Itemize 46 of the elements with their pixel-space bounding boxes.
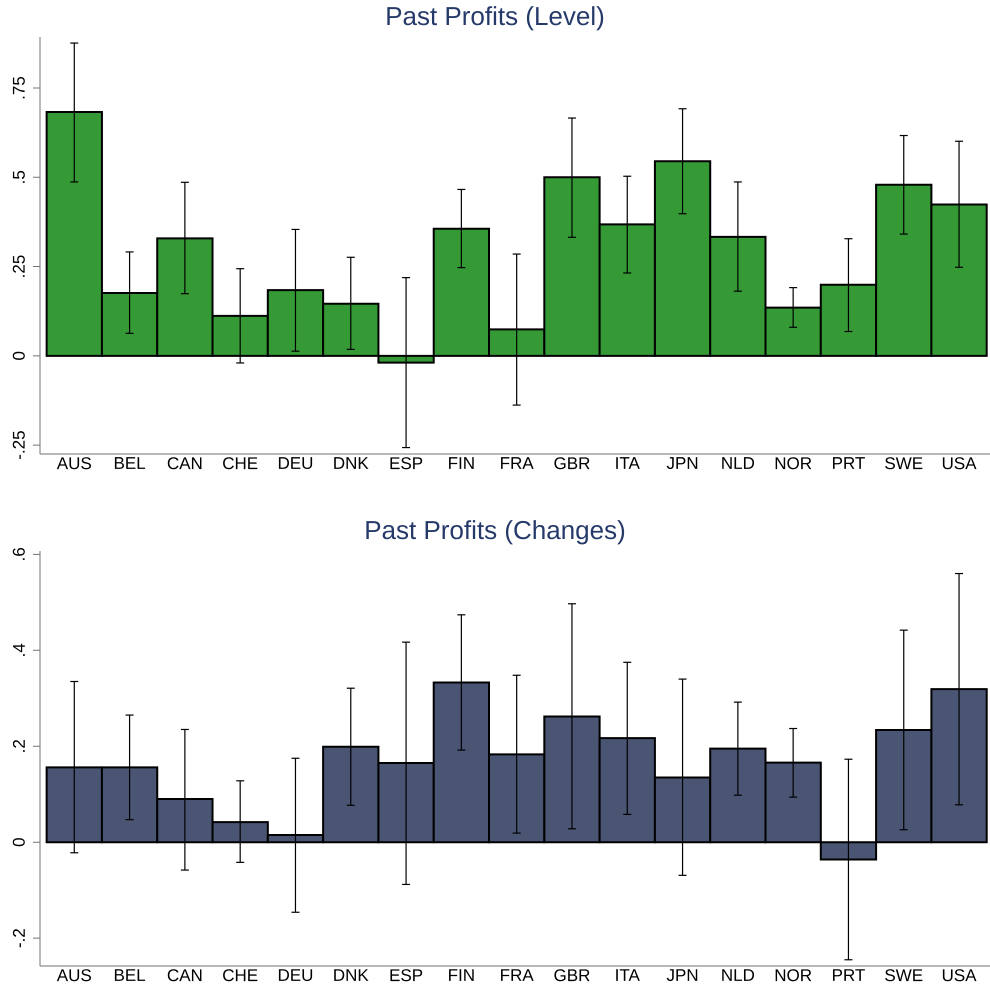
y-tick-label: 0 [12,838,25,846]
y-tick-label: .25 [12,255,25,277]
x-tick-label: GBR [554,969,590,982]
x-tick-label: ITA [616,457,640,469]
x-tick-label: PRT [832,969,865,981]
x-tick-label: PRT [832,457,865,469]
x-tick-label: FIN [449,969,474,981]
x-tick-label: CAN [168,969,202,982]
x-tick-label: JPN [666,969,698,982]
x-tick-label: ITA [616,969,640,981]
x-tick-label: USA [942,457,976,470]
x-tick-label: DNK [334,969,369,981]
x-tick-label: ESP [390,969,422,982]
y-tick-label: -.25 [12,431,25,459]
x-tick-label: SWE [885,969,922,982]
y-tick-label: .75 [12,76,25,98]
y-tick-label: 0 [12,352,25,360]
x-tick-label: NOR [776,457,812,470]
chart-title: Past Profits (Changes) [366,520,624,544]
y-tick-label: .5 [12,170,25,183]
x-tick-label: NLD [722,969,754,981]
x-tick-label: CHE [223,457,258,470]
x-tick-label: DEU [278,457,312,470]
x-tick-label: CHE [223,969,258,982]
chart-title: Past Profits (Level) [387,6,604,30]
y-tick-label: .4 [13,644,25,656]
x-tick-label: AUS [56,969,91,982]
x-tick-label: ESP [390,457,422,470]
x-tick-label: FRA [501,969,534,981]
y-tick-label: -.2 [12,929,25,948]
x-tick-label: FIN [449,457,474,469]
x-tick-label: FRA [501,457,534,469]
x-tick-label: SWE [885,457,922,470]
x-tick-label: BEL [114,969,146,981]
x-tick-label: GBR [554,457,590,470]
x-tick-label: BEL [114,457,146,469]
x-tick-label: AUS [56,457,91,470]
x-tick-label: DEU [278,969,312,982]
x-tick-label: CAN [168,457,202,470]
x-tick-label: JPN [666,457,698,470]
y-tick-label: .6 [12,548,25,560]
x-tick-label: DNK [334,457,369,469]
x-tick-label: USA [942,969,976,982]
x-tick-label: NOR [776,969,812,982]
y-tick-label: .2 [12,740,25,752]
x-tick-label: NLD [722,457,754,469]
